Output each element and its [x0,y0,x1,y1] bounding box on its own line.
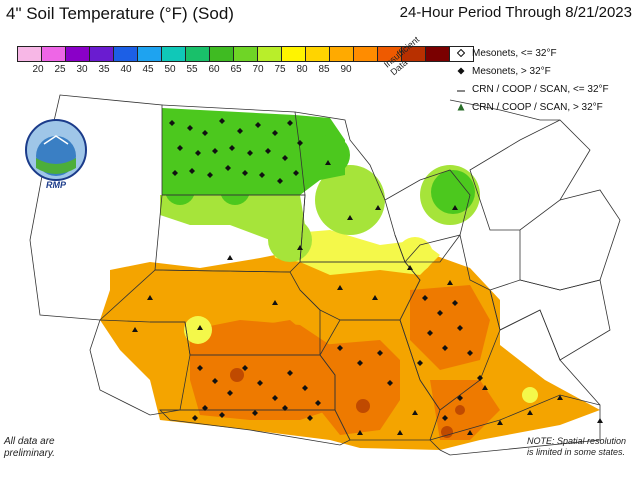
scale-swatch [89,46,114,62]
note-line: is limited in some states. [527,447,626,457]
scale-tick-label: 65 [230,64,242,75]
resolution-note: NOTE: Spatial resolution is limited in s… [527,436,626,458]
station-markers [132,118,603,435]
scale-swatch [65,46,90,62]
scale-tick-label: 75 [274,64,286,75]
scale-swatch [209,46,234,62]
scale-swatch [281,46,306,62]
legend-row-open-diamond: Mesonets, <= 32°F [450,44,609,62]
dash-icon [450,85,472,93]
period-label: 24-Hour Period Through 8/21/2023 [399,4,632,21]
scale-swatch [305,46,330,62]
legend-row-triangle: CRN / COOP / SCAN, > 32°F [450,98,609,116]
scale-tick-label: 60 [208,64,220,75]
scale-tick-label: 25 [54,64,66,75]
scale-tick-label: 50 [164,64,176,75]
filled-diamond-icon [450,67,472,75]
crn-triangles [132,160,603,435]
scale-swatch [353,46,378,62]
rmp-logo [14,110,98,194]
legend-label: CRN / COOP / SCAN, > 32°F [472,101,603,113]
triangle-icon [450,103,472,111]
legend-label: Mesonets, <= 32°F [472,47,557,59]
scale-tick-label: 20 [32,64,44,75]
map-title: 4" Soil Temperature (°F) (Sod) [6,4,234,23]
logo-text: RMP [46,180,66,190]
scale-tick-label: 40 [120,64,132,75]
scale-tick-label: 30 [76,64,88,75]
legend-label: CRN / COOP / SCAN, <= 32°F [472,83,609,95]
temperature-fields [100,108,600,450]
scale-tick-label: 45 [142,64,154,75]
legend-label: Mesonets, > 32°F [472,65,551,77]
scale-swatch-insufficient [449,46,474,62]
note-line: preliminary. [4,448,55,459]
scale-tick-label: 80 [296,64,308,75]
open-diamond-icon [450,49,472,57]
scale-swatch [329,46,354,62]
legend-row-dash: CRN / COOP / SCAN, <= 32°F [450,80,609,98]
scale-tick-label: 90 [340,64,352,75]
scale-tick-label: 35 [98,64,110,75]
scale-swatch [257,46,282,62]
scale-tick-label: 55 [186,64,198,75]
scale-swatch [233,46,258,62]
legend-row-filled-diamond: Mesonets, > 32°F [450,62,609,80]
scale-tick-label: 85 [318,64,330,75]
preliminary-note: All data are preliminary. [4,436,55,460]
scale-swatch [41,46,66,62]
scale-swatch [161,46,186,62]
note-line: NOTE: Spatial resolution [527,436,627,446]
mesonet-diamonds [169,118,483,421]
color-scale-ticks: 20 25 30 35 40 45 50 55 60 65 70 75 80 85 90 [17,64,417,78]
state-boundaries [29,94,621,456]
scale-swatch [113,46,138,62]
station-legend: Mesonets, <= 32°F Mesonets, > 32°F CRN /… [450,44,609,116]
scale-swatch [185,46,210,62]
scale-swatch [17,46,42,62]
color-scale [17,46,474,62]
scale-tick-label: 70 [252,64,264,75]
scale-swatch [137,46,162,62]
note-line: All data are [4,436,55,447]
